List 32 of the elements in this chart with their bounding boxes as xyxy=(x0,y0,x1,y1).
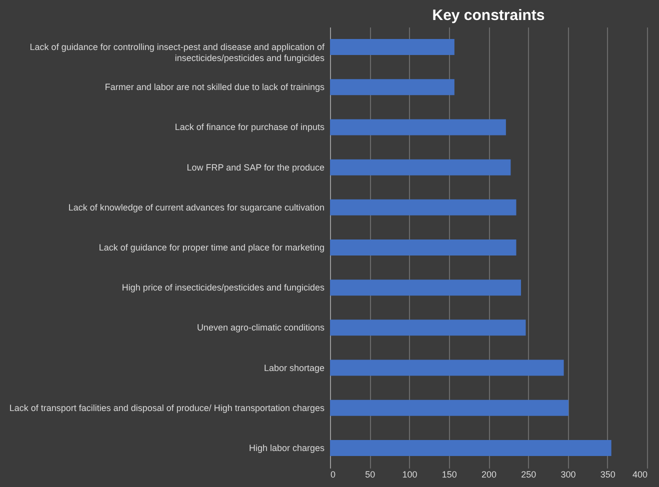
x-tick-label: 350 xyxy=(600,470,616,480)
bar xyxy=(330,280,521,296)
y-tick-label: Uneven agro-climatic conditions xyxy=(196,322,325,333)
y-tick-label: Lack of transport facilities and disposal of produce/ High transportation charges xyxy=(9,402,325,413)
y-tick-label: Lack of guidance for controlling insect-pest and disease and application of insecticides/pesticides and fungicides xyxy=(30,42,325,64)
bar xyxy=(330,440,612,456)
bar xyxy=(330,79,454,96)
x-tick-label: 150 xyxy=(442,470,457,480)
y-tick-label: Lack of guidance for proper time and place for marketing xyxy=(98,242,324,252)
x-tick-label: 300 xyxy=(560,470,576,480)
y-tick-label: Lack of knowledge of current advances for sugarcane cultivation xyxy=(68,202,324,212)
bar xyxy=(330,400,569,416)
bar xyxy=(330,320,526,336)
bar xyxy=(330,360,564,376)
bar xyxy=(330,119,506,136)
y-tick-label: Farmer and labor are not skilled due to lack of trainings xyxy=(104,82,325,92)
y-tick-label: Low FRP and SAP for the produce xyxy=(186,162,324,172)
bar xyxy=(330,39,454,56)
chart-title: Key constraints xyxy=(432,7,545,24)
y-tick-label: Labor shortage xyxy=(264,362,324,373)
y-tick-label: High labor charges xyxy=(248,442,325,453)
bar xyxy=(330,240,516,256)
x-tick-label: 50 xyxy=(365,470,376,480)
x-tick-label: 250 xyxy=(521,470,536,480)
x-tick-label: 200 xyxy=(481,470,497,480)
y-tick-label: Lack of finance for purchase of inputs xyxy=(174,122,325,132)
x-tick-label: 400 xyxy=(632,470,648,480)
y-tick-label: High price of insecticides/pesticides and fungicides xyxy=(122,282,325,293)
x-tick-label: 0 xyxy=(330,470,336,480)
x-tick-label: 100 xyxy=(402,470,418,480)
bar xyxy=(330,199,516,216)
bar xyxy=(330,159,511,176)
